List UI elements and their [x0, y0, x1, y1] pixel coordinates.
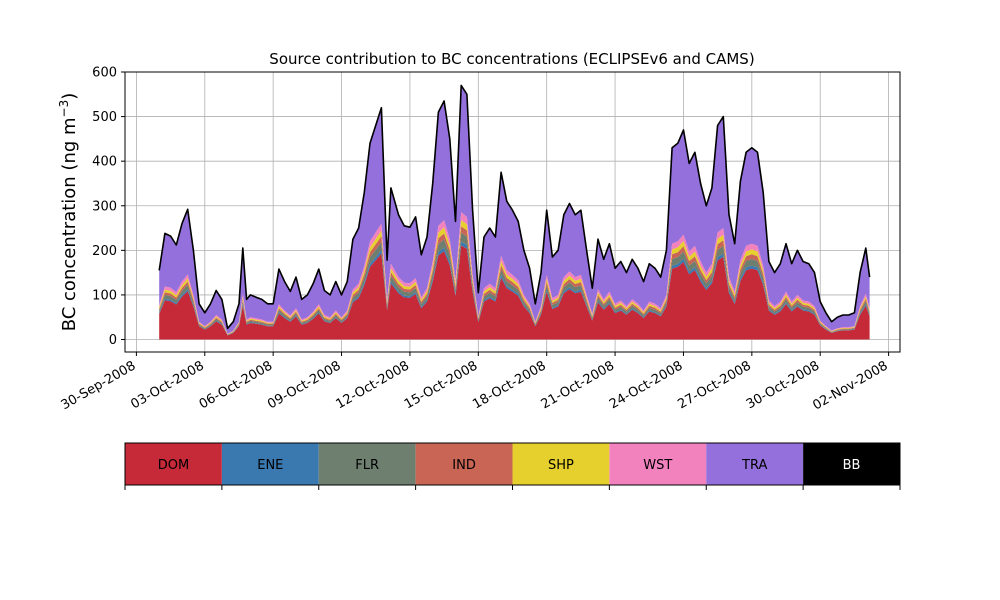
- x-axis-ticks: 30-Sep-200803-Oct-200806-Oct-200809-Oct-…: [59, 352, 891, 413]
- legend-label-BB: BB: [843, 458, 861, 473]
- legend-colorbar: DOM ENE FLR IND SHP WST TRA BB: [124, 442, 901, 490]
- y-axis-label: BC concentration (ng m−3): [57, 93, 80, 332]
- legend-label-SHP: SHP: [548, 458, 574, 473]
- x-tick-label: 15-Oct-2008: [402, 358, 480, 412]
- y-tick-label: 200: [92, 244, 117, 259]
- y-axis-ticks: 0 100 200 300 400 500 600: [92, 66, 125, 348]
- legend-swatch-IND: [415, 443, 513, 485]
- chart-title: Source contribution to BC concentrations…: [269, 50, 754, 68]
- legend-label-IND: IND: [452, 458, 476, 473]
- x-tick-label: 24-Oct-2008: [607, 358, 685, 412]
- stacked-areas: [158, 84, 871, 340]
- legend-label-TRA: TRA: [741, 458, 767, 473]
- y-axis-label-exponent: −3: [57, 100, 71, 118]
- y-axis-label-main: BC concentration (ng m: [59, 117, 80, 331]
- x-tick-label: 06-Oct-2008: [197, 358, 275, 412]
- legend-swatch-TRA: [706, 443, 804, 485]
- axes: [124, 71, 901, 353]
- y-tick-label: 400: [92, 155, 117, 170]
- total-line-BB: [158, 84, 871, 330]
- legend-label-ENE: ENE: [257, 458, 283, 473]
- y-tick-label: 600: [92, 66, 117, 81]
- x-tick-label: 12-Oct-2008: [334, 358, 412, 412]
- y-tick-label: 300: [92, 199, 117, 214]
- y-axis-label-close: ): [59, 93, 80, 100]
- x-tick-label: 30-Sep-2008: [59, 358, 139, 413]
- plot-frame: [124, 71, 901, 353]
- x-tick-label: 30-Oct-2008: [744, 358, 822, 412]
- x-tick-label: 02-Nov-2008: [810, 358, 890, 413]
- legend-label-DOM: DOM: [158, 458, 189, 473]
- legend-swatch-SHP: [512, 443, 610, 485]
- legend-swatch-FLR: [318, 443, 416, 485]
- y-tick-label: 100: [92, 288, 117, 303]
- x-tick-label: 09-Oct-2008: [265, 358, 343, 412]
- area-DOM: [159, 245, 870, 340]
- y-tick-label: 0: [109, 333, 117, 348]
- x-tick-label: 27-Oct-2008: [675, 358, 753, 412]
- y-tick-label: 500: [92, 110, 117, 125]
- legend-label-WST: WST: [643, 458, 672, 473]
- area-TRA: [159, 85, 870, 334]
- x-tick-label: 21-Oct-2008: [539, 358, 617, 412]
- legend-swatch-BB: [803, 443, 900, 485]
- legend-swatch-DOM: [125, 443, 222, 485]
- legend-swatch-WST: [609, 443, 707, 485]
- legend-swatch-ENE: [221, 443, 319, 485]
- x-tick-label: 03-Oct-2008: [128, 358, 206, 412]
- x-tick-label: 18-Oct-2008: [470, 358, 548, 412]
- legend-label-FLR: FLR: [355, 458, 379, 473]
